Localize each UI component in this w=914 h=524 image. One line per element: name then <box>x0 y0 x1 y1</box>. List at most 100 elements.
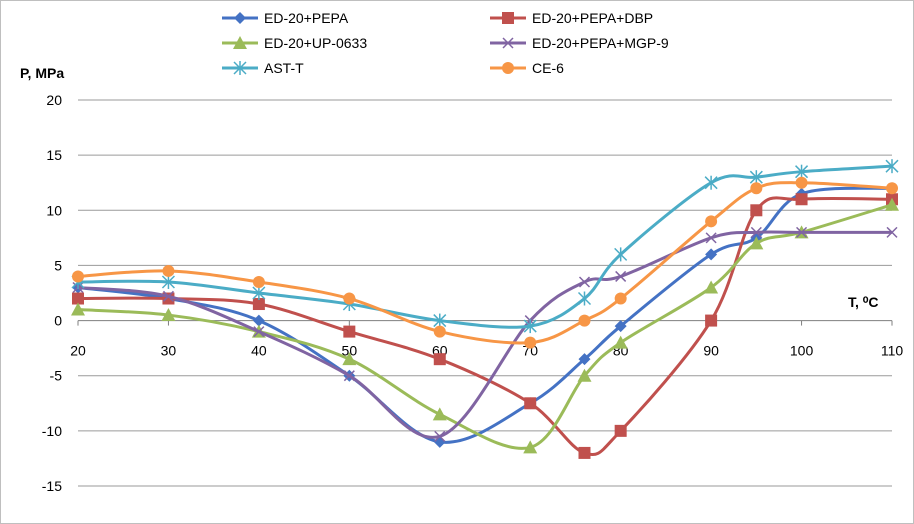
data-point <box>614 247 628 262</box>
data-point <box>886 226 898 238</box>
legend-label: CE-6 <box>532 60 564 76</box>
data-point <box>72 270 84 283</box>
y-axis-label: P, MPa <box>20 65 64 81</box>
data-point <box>343 370 355 382</box>
data-point <box>796 226 808 238</box>
legend-entry: ED-20+PEPA <box>222 10 349 26</box>
data-point <box>615 270 627 282</box>
x-tick-label: 100 <box>790 343 814 359</box>
y-tick-label: -15 <box>42 478 62 494</box>
x-tick-label: 110 <box>881 343 904 359</box>
data-point <box>72 292 84 305</box>
legend-label: ED-20+PEPA <box>264 10 349 26</box>
x-tick-label: 90 <box>703 343 719 359</box>
data-point <box>578 314 591 327</box>
legend-label: AST-T <box>264 60 304 76</box>
y-tick-label: 15 <box>46 147 62 163</box>
data-point <box>523 440 538 454</box>
data-point <box>524 397 537 410</box>
data-point <box>885 159 899 174</box>
data-point <box>705 314 718 327</box>
data-point <box>885 197 899 211</box>
legend-marker <box>502 37 514 49</box>
data-point <box>577 291 592 306</box>
legend-entry: ED-20+PEPA+MGP-9 <box>490 35 669 51</box>
legend-marker <box>502 12 514 24</box>
data-point <box>578 276 591 288</box>
data-point <box>614 292 627 305</box>
x-tick-label: 40 <box>251 343 267 359</box>
y-tick-label: 5 <box>54 257 62 273</box>
data-point <box>523 319 537 334</box>
data-point <box>162 290 174 302</box>
data-point <box>162 264 175 277</box>
data-point <box>71 302 85 316</box>
data-point <box>161 308 176 322</box>
data-point <box>524 336 537 349</box>
legend-entry: CE-6 <box>490 60 564 76</box>
legend-entry: ED-20+PEPA+DBP <box>490 10 653 26</box>
data-point <box>704 175 718 190</box>
series-1 <box>72 193 898 459</box>
data-point <box>578 353 591 366</box>
data-point <box>750 204 763 217</box>
series-0 <box>72 182 898 448</box>
data-point <box>434 430 446 442</box>
data-point <box>795 164 809 179</box>
legend-entry: AST-T <box>222 60 304 76</box>
y-tick-label: -10 <box>42 423 62 439</box>
data-point <box>577 368 592 382</box>
legend: ED-20+PEPA ED-20+PEPA+DBP ED-20+UP-0633 ED-… <box>222 10 669 76</box>
series-2 <box>71 197 899 454</box>
data-point <box>343 292 356 305</box>
data-point <box>614 424 627 437</box>
data-point <box>433 313 447 328</box>
data-point <box>432 407 447 421</box>
y-tick-label: 10 <box>46 202 62 218</box>
y-tick-label: 0 <box>54 313 62 329</box>
data-point <box>750 182 763 195</box>
legend-marker <box>234 12 246 24</box>
series-layer <box>71 159 899 459</box>
x-tick-label: 50 <box>342 343 358 359</box>
legend-marker <box>233 36 247 49</box>
data-point <box>886 182 898 195</box>
series-5 <box>72 176 898 349</box>
legend-entry: ED-20+UP-0633 <box>222 35 367 51</box>
data-point <box>795 193 808 206</box>
data-point <box>252 275 265 288</box>
series-3 <box>72 226 898 442</box>
series-line <box>77 186 893 444</box>
legend-marker <box>502 62 514 74</box>
data-point <box>342 352 357 366</box>
data-point <box>705 248 718 261</box>
data-point <box>252 286 266 300</box>
data-point <box>750 226 762 238</box>
data-point <box>795 176 808 189</box>
x-tick-label: 30 <box>161 343 177 359</box>
data-point <box>161 274 175 289</box>
data-point <box>253 326 265 338</box>
data-point <box>252 298 265 311</box>
x-tick-label: 20 <box>70 343 86 359</box>
y-tick-label: 20 <box>46 92 62 108</box>
data-point <box>749 170 763 185</box>
x-axis-label: T, ⁰C <box>848 294 879 310</box>
series-line <box>77 230 892 439</box>
data-point <box>704 280 719 294</box>
legend-label: ED-20+PEPA+DBP <box>532 10 653 26</box>
gridlines <box>78 99 892 487</box>
data-point <box>252 314 265 327</box>
data-point <box>433 353 446 366</box>
series-4 <box>71 159 899 334</box>
data-point <box>705 232 717 244</box>
data-point <box>613 335 628 349</box>
legend-marker <box>233 61 247 75</box>
y-tick-label: -5 <box>50 368 63 384</box>
data-point <box>749 236 764 250</box>
data-point <box>705 215 718 228</box>
data-point <box>343 325 356 338</box>
legend-label: ED-20+UP-0633 <box>264 35 367 51</box>
